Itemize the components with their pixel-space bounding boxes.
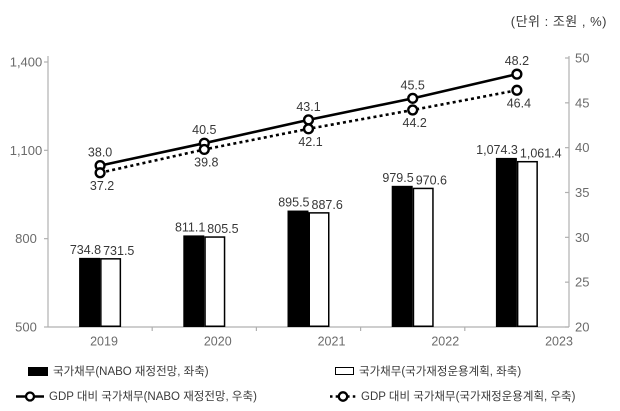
legend-item-line-plan: GDP 대비 국가채무(국가재정운용계획, 우축) [330, 389, 575, 403]
line-plan-marker [198, 143, 210, 156]
bar-nabo-value-label: 1,074.3 [476, 143, 518, 157]
line-plan-marker [302, 123, 315, 135]
left-axis-tick-label: 500 [15, 320, 37, 335]
bar-nabo-value-label: 811.1 [175, 220, 205, 234]
right-axis-tick-label: 25 [575, 275, 589, 290]
legend-item-line-nabo: GDP 대비 국가채무(NABO 재정전망, 우축) [16, 389, 257, 403]
line-nabo-value-label: 45.5 [401, 78, 425, 92]
right-axis-tick-label: 40 [575, 140, 589, 155]
legend-item-bar-nabo: 국가채무(NABO 재정전망, 좌축) [28, 364, 209, 378]
line-nabo-value-label: 40.5 [192, 123, 216, 137]
bar-plan [100, 258, 122, 328]
bar-plan [516, 160, 538, 327]
white-bar-swatch-icon [335, 367, 354, 375]
bar-plan-value-label: 805.5 [207, 222, 238, 236]
line-plan-value-label: 37.2 [90, 179, 114, 193]
chart-canvas: 500 800 1,100 1,400 20 25 30 35 40 45 50 2019 2020 20… [10, 51, 590, 349]
left-axis-tick-label: 800 [15, 231, 37, 246]
legend-label-bar-nabo: 국가채무(NABO 재정전망, 좌축) [53, 366, 209, 378]
line-nabo-value-label: 43.1 [296, 100, 320, 114]
unit-label: (단위 : 조원 , %) [510, 14, 607, 29]
line-nabo-value-label: 48.2 [505, 54, 529, 68]
line-plan-value-label: 39.8 [194, 155, 218, 169]
bar-plan [204, 236, 226, 327]
line-plan-marker [407, 104, 419, 116]
right-axis-tick-label: 30 [575, 230, 589, 245]
legend-label-line-plan: GDP 대비 국가채무(국가재정운용계획, 우축) [361, 391, 576, 403]
legend-item-bar-plan: 국가채무(국가재정운용계획, 좌축) [335, 364, 521, 378]
line-plan-value-label: 46.4 [507, 96, 531, 110]
bar-nabo-value-label: 895.5 [278, 196, 309, 210]
bar-nabo [183, 235, 205, 327]
solid-line-marker-icon [16, 390, 44, 402]
line-nabo-marker [407, 92, 419, 104]
line-nabo-value-label: 38.0 [88, 146, 112, 160]
x-axis-category-label: 2021 [318, 335, 346, 349]
black-bar-swatch-icon [28, 366, 48, 376]
x-axis-category-label: 2019 [90, 335, 118, 349]
bar-plan-value-label: 887.6 [312, 198, 343, 212]
bar-nabo [495, 157, 517, 327]
right-axis-tick-label: 45 [575, 95, 589, 110]
bar-plan-value-label: 731.5 [103, 244, 134, 258]
bar-plan [412, 187, 434, 327]
bar-plan-value-label: 970.6 [416, 173, 447, 187]
right-axis-tick-label: 50 [575, 51, 589, 66]
bar-nabo-value-label: 734.8 [70, 243, 101, 257]
bar-nabo [391, 185, 413, 327]
line-nabo-marker [511, 68, 523, 80]
dashed-line-marker-icon [330, 390, 356, 402]
left-axis-tick-label: 1,100 [10, 143, 43, 158]
line-plan-marker [94, 167, 106, 179]
right-axis-tick-label: 35 [575, 185, 589, 200]
x-axis-category-label: 2022 [431, 335, 459, 349]
line-plan-marker [511, 84, 523, 96]
left-axis-tick-label: 1,400 [10, 55, 43, 70]
legend-label-bar-plan: 국가채무(국가재정운용계획, 좌축) [359, 366, 522, 378]
bar-nabo [287, 210, 309, 327]
line-plan-value-label: 44.2 [403, 116, 427, 130]
line-plan-value-label: 42.1 [298, 135, 322, 149]
line-nabo-marker [302, 114, 315, 126]
bar-plan-value-label: 1,061.4 [520, 147, 562, 161]
legend-label-line-nabo: GDP 대비 국가채무(NABO 재정전망, 우축) [49, 391, 257, 403]
bar-nabo [79, 257, 101, 327]
bar-nabo-value-label: 979.5 [382, 171, 413, 185]
x-axis-category-label: 2020 [204, 335, 232, 349]
right-axis-tick-label: 20 [575, 320, 589, 335]
x-axis-category-label: 2023 [545, 335, 573, 349]
bar-plan [308, 212, 330, 327]
